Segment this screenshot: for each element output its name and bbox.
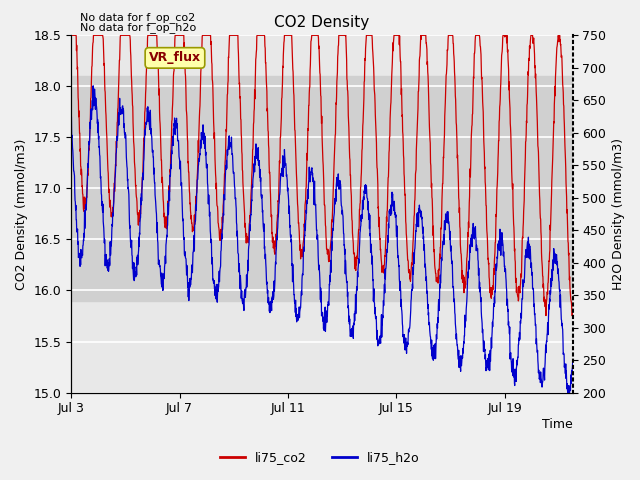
Text: VR_flux: VR_flux <box>149 51 201 64</box>
Y-axis label: CO2 Density (mmol/m3): CO2 Density (mmol/m3) <box>15 138 28 289</box>
Legend: li75_co2, li75_h2o: li75_co2, li75_h2o <box>215 446 425 469</box>
Y-axis label: H2O Density (mmol/m3): H2O Density (mmol/m3) <box>612 138 625 290</box>
Title: CO2 Density: CO2 Density <box>275 15 369 30</box>
Text: No data for f_op_co2: No data for f_op_co2 <box>80 12 195 23</box>
Text: No data for f_op_h2o: No data for f_op_h2o <box>80 22 196 33</box>
Bar <box>71 76 573 300</box>
Text: Time: Time <box>542 418 573 431</box>
